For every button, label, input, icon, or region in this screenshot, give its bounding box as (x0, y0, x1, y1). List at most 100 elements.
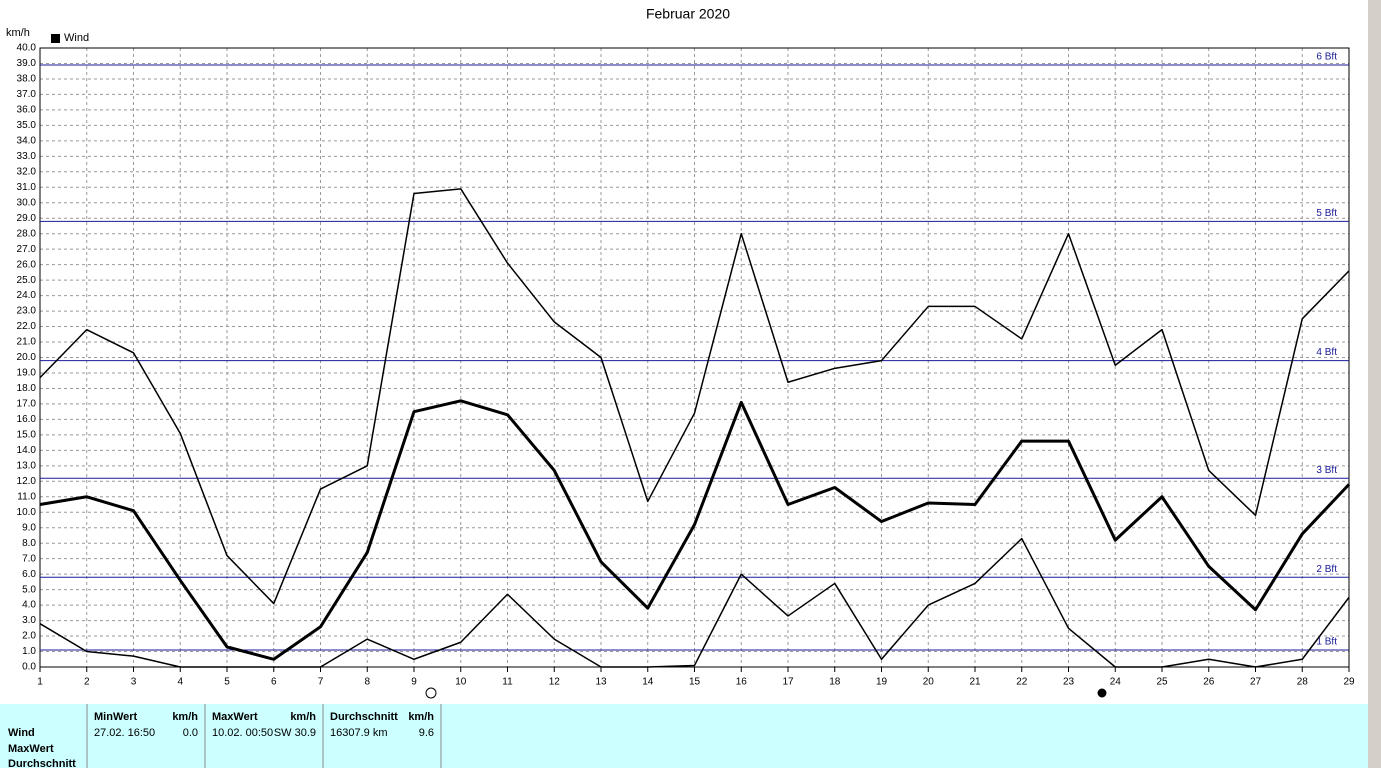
y-tick-label: 20.0 (17, 352, 37, 363)
x-tick-label: 10 (455, 677, 467, 688)
table-background (0, 704, 1368, 768)
y-tick-label: 0.0 (22, 662, 36, 673)
column-title: Durchschnitt (330, 711, 398, 723)
y-tick-label: 30.0 (17, 197, 37, 208)
moon-full (425, 687, 437, 699)
series-line (39, 537, 1350, 668)
summary-table: Wind MaxWert Durchschnitt MinWert km/h 2… (0, 704, 1368, 768)
y-tick-label: 39.0 (17, 58, 37, 69)
x-tick-label: 2 (84, 677, 90, 688)
cell: SW 30.9 (274, 727, 316, 739)
y-tick-label: 17.0 (17, 399, 37, 410)
y-tick-label: 37.0 (17, 89, 37, 100)
cell: 27.02. 16:50 (94, 727, 155, 739)
y-tick-label: 14.0 (17, 445, 37, 456)
cell: 0.0 (183, 727, 198, 739)
beaufort-label: 1 Bft (1316, 637, 1337, 648)
row-label: Wind (8, 727, 35, 739)
y-tick-label: 1.0 (22, 646, 36, 657)
y-tick-label: 2.0 (22, 631, 36, 642)
moon-new (1097, 688, 1107, 698)
x-tick-label: 15 (689, 677, 701, 688)
y-tick-label: 10.0 (17, 507, 37, 518)
beaufort-label: 3 Bft (1316, 465, 1337, 476)
beaufort-label: 4 Bft (1316, 347, 1337, 358)
column-unit: km/h (172, 711, 198, 723)
y-tick-label: 11.0 (17, 491, 36, 502)
x-tick-label: 18 (829, 677, 841, 688)
y-tick-label: 40.0 (17, 43, 37, 54)
y-tick-label: 9.0 (22, 522, 36, 533)
x-tick-label: 17 (782, 677, 794, 688)
x-tick-label: 7 (318, 677, 324, 688)
y-tick-label: 32.0 (17, 166, 37, 177)
x-tick-label: 26 (1203, 677, 1215, 688)
y-tick-label: 29.0 (17, 213, 37, 224)
x-tick-label: 27 (1250, 677, 1262, 688)
series-line (39, 399, 1351, 661)
cell: 9.6 (419, 727, 434, 739)
y-tick-label: 21.0 (17, 337, 37, 348)
x-tick-label: 23 (1063, 677, 1075, 688)
beaufort-label: 5 Bft (1316, 208, 1337, 219)
plot-frame (39, 47, 1350, 668)
y-tick-label: 38.0 (17, 74, 37, 85)
y-tick-label: 3.0 (22, 615, 36, 626)
row-label: MaxWert (8, 743, 54, 755)
y-tick-label: 5.0 (22, 584, 36, 595)
x-tick-label: 6 (271, 677, 277, 688)
y-tick-label: 33.0 (17, 151, 37, 162)
y-tick-label: 23.0 (17, 306, 37, 317)
y-tick-label: 24.0 (17, 290, 37, 301)
legend-label: Wind (64, 32, 89, 44)
x-tick-label: 20 (923, 677, 935, 688)
x-tick-label: 5 (224, 677, 230, 688)
beaufort-label: 2 Bft (1316, 564, 1337, 575)
column-unit: km/h (290, 711, 316, 723)
y-tick-label: 36.0 (17, 105, 37, 116)
x-tick-label: 3 (131, 677, 137, 688)
y-tick-label: 8.0 (22, 538, 36, 549)
column-title: MinWert (94, 711, 138, 723)
y-tick-label: 22.0 (17, 321, 37, 332)
x-tick-label: 14 (642, 677, 654, 688)
y-tick-label: 34.0 (17, 135, 37, 146)
y-tick-label: 27.0 (17, 244, 37, 255)
y-tick-label: 15.0 (17, 430, 37, 441)
x-tick-label: 8 (364, 677, 370, 688)
x-tick-label: 12 (549, 677, 561, 688)
x-tick-label: 22 (1016, 677, 1028, 688)
y-tick-label: 25.0 (17, 275, 37, 286)
y-axis-label: km/h (6, 27, 30, 39)
x-tick-label: 21 (969, 677, 981, 688)
x-tick-label: 11 (502, 677, 513, 688)
cell: 16307.9 km (330, 727, 387, 739)
y-tick-label: 18.0 (17, 383, 37, 394)
y-tick-label: 13.0 (17, 460, 37, 471)
x-tick-label: 28 (1297, 677, 1309, 688)
y-tick-label: 7.0 (22, 553, 36, 564)
y-tick-label: 4.0 (22, 600, 36, 611)
column-title: MaxWert (212, 711, 258, 723)
x-tick-label: 19 (876, 677, 888, 688)
x-tick-label: 16 (736, 677, 748, 688)
x-tick-label: 13 (595, 677, 607, 688)
y-tick-label: 19.0 (17, 368, 37, 379)
x-tick-label: 9 (411, 677, 417, 688)
y-tick-label: 26.0 (17, 259, 37, 270)
y-tick-label: 16.0 (17, 414, 37, 425)
column-unit: km/h (408, 711, 434, 723)
series-line (39, 188, 1350, 605)
y-tick-label: 6.0 (22, 569, 36, 580)
y-tick-label: 12.0 (17, 476, 37, 487)
y-tick-label: 31.0 (17, 182, 37, 193)
x-tick-label: 1 (37, 677, 43, 688)
legend-swatch (51, 34, 60, 43)
x-tick-label: 29 (1343, 677, 1355, 688)
y-tick-label: 28.0 (17, 228, 37, 239)
side-panel (1368, 0, 1381, 768)
cell: 10.02. 00:50 (212, 727, 273, 739)
